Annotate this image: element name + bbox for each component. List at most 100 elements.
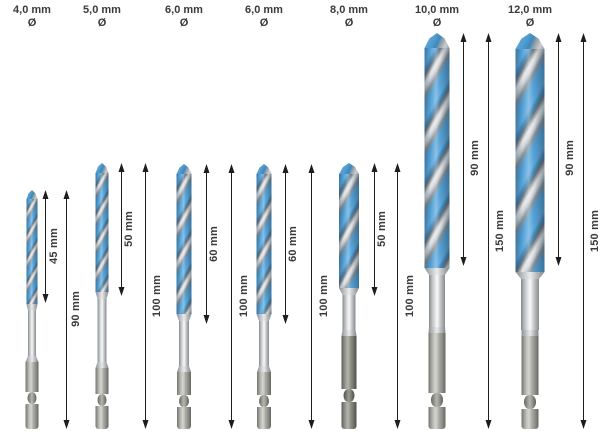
total-length-label: 150 mm	[494, 209, 506, 253]
bit-hex-shank	[95, 368, 109, 394]
bit-power-groove	[259, 395, 269, 407]
arrow-line	[120, 170, 122, 289]
flute-length-label: 90 mm	[564, 140, 576, 176]
drill-bit	[176, 164, 192, 429]
bit-shank	[429, 275, 445, 327]
bit-shank	[521, 279, 539, 330]
bit-hex-chamfer	[341, 330, 357, 336]
bit-power-groove	[524, 395, 536, 409]
bit-power-groove	[343, 389, 355, 402]
diameter-value: 5,0 mm	[83, 4, 121, 16]
bit-hex-shank	[428, 333, 446, 393]
bit-hex-shank	[341, 336, 357, 389]
bit-tip	[176, 164, 192, 174]
bit-flute	[424, 48, 450, 268]
diameter-label: 6,0 mm Ø	[245, 4, 283, 30]
total-length-label: 90 mm	[70, 291, 82, 327]
bit-flute	[339, 174, 359, 288]
total-length-label: 150 mm	[589, 209, 601, 253]
bit-power-groove	[27, 392, 37, 404]
total-length-arrow	[393, 163, 402, 429]
bit-tip	[339, 163, 359, 174]
total-length-arrow	[484, 33, 493, 429]
drill-bit	[256, 164, 272, 429]
bit-shank	[259, 321, 269, 366]
total-length-arrow	[307, 164, 316, 429]
bit-power-groove	[179, 395, 189, 407]
diameter-value: 6,0 mm	[245, 4, 283, 16]
drill-bit	[424, 33, 450, 429]
bit-taper	[256, 314, 272, 321]
diameter-value: 4,0 mm	[13, 4, 51, 16]
diameter-symbol: Ø	[259, 17, 269, 29]
drill-bit	[95, 163, 109, 429]
bit-power-groove	[431, 393, 443, 407]
diameter-label: 4,0 mm Ø	[13, 4, 51, 30]
arrow-line	[582, 40, 584, 422]
total-length-label: 100 mm	[404, 274, 416, 318]
bit-hex-end	[95, 406, 109, 429]
flute-length-arrow	[117, 163, 126, 296]
drill-bit	[25, 190, 39, 429]
total-length-arrow	[579, 33, 588, 429]
bit-hex-shank	[257, 372, 271, 395]
bit-hex-end	[428, 407, 446, 429]
arrow-line	[487, 40, 489, 422]
total-length-label: 100 mm	[151, 274, 163, 318]
diameter-symbol: Ø	[525, 17, 535, 29]
diameter-label: 6,0 mm Ø	[165, 4, 203, 30]
diameter-symbol: Ø	[27, 17, 37, 29]
bit-power-groove	[97, 394, 107, 406]
bit-taper	[26, 304, 38, 311]
diameter-value: 12,0 mm	[507, 4, 553, 16]
arrow-line	[462, 40, 464, 259]
bit-taper	[424, 268, 450, 275]
bit-hex-end	[521, 409, 539, 429]
bit-taper	[95, 292, 109, 299]
diameter-label: 5,0 mm Ø	[83, 4, 121, 30]
flute-length-label: 60 mm	[287, 226, 299, 262]
arrow-line	[230, 171, 232, 422]
bit-tip	[26, 190, 38, 199]
drill-bit	[515, 33, 545, 429]
bit-hex-shank	[25, 362, 39, 392]
bit-taper	[339, 288, 359, 295]
flute-length-arrow	[41, 190, 50, 303]
bit-flute	[95, 173, 109, 292]
bit-flute	[26, 199, 38, 304]
bit-hex-end	[25, 404, 39, 429]
diameter-label: 10,0 mm Ø	[415, 4, 459, 30]
bit-flute	[176, 174, 192, 314]
bit-hex-chamfer	[521, 330, 539, 336]
bit-hex-chamfer	[257, 366, 271, 372]
diameter-label: 8,0 mm Ø	[330, 4, 368, 30]
arrow-line	[396, 170, 398, 422]
bit-tip	[515, 33, 545, 49]
total-length-label: 100 mm	[238, 274, 250, 318]
flute-length-arrow	[459, 33, 468, 266]
diameter-value: 8,0 mm	[330, 4, 368, 16]
arrow-line	[373, 170, 375, 289]
diameter-label: 12,0 mm Ø	[508, 4, 552, 30]
bit-shank	[28, 311, 36, 356]
diameter-symbol: Ø	[344, 17, 354, 29]
bit-shank	[179, 321, 189, 366]
bit-hex-chamfer	[177, 366, 191, 372]
bit-flute	[256, 174, 272, 314]
flute-length-arrow	[370, 163, 379, 296]
bit-tip	[424, 33, 450, 48]
flute-length-arrow	[554, 33, 563, 266]
flute-length-label: 50 mm	[123, 211, 135, 247]
flute-length-label: 60 mm	[208, 226, 220, 262]
bit-hex-shank	[177, 372, 191, 395]
diameter-symbol: Ø	[179, 17, 189, 29]
total-length-arrow	[227, 164, 236, 429]
total-length-arrow	[62, 190, 71, 429]
arrow-line	[557, 40, 559, 259]
total-length-arrow	[141, 163, 150, 429]
bit-tip	[256, 164, 272, 174]
flute-length-label: 90 mm	[469, 140, 481, 176]
arrow-line	[65, 197, 67, 422]
total-length-label: 100 mm	[318, 274, 330, 318]
